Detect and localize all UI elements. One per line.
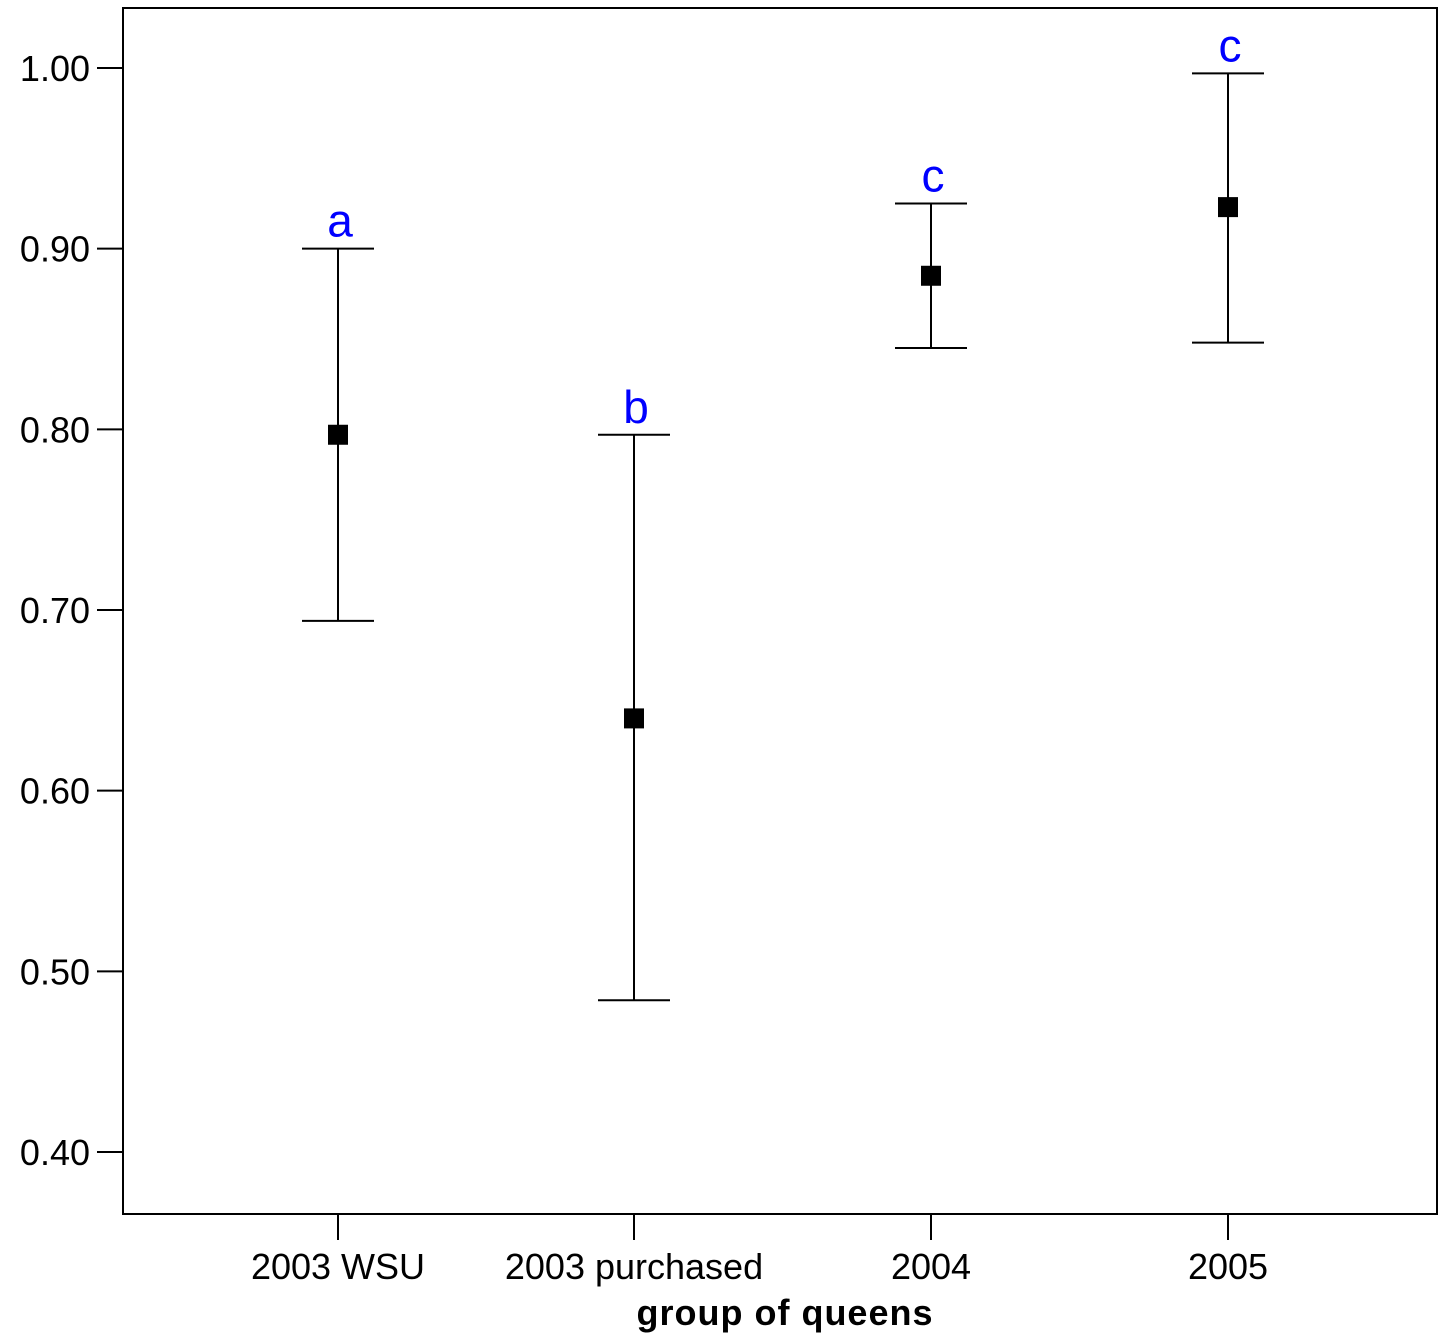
group-letters: a b c c [327,19,1241,432]
group-letter: c [1219,19,1242,71]
group-letter: a [327,195,353,247]
y-tick-label: 0.70 [20,590,90,631]
y-tick-label: 0.90 [20,229,90,270]
x-tick-label: 2004 [891,1246,971,1287]
y-tick-label: 0.60 [20,771,90,812]
x-tick-label: 2005 [1188,1246,1268,1287]
y-axis: 0.40 0.50 0.60 0.70 0.80 0.90 1.00 [20,48,123,1173]
point-marker [1218,197,1238,218]
y-tick-label: 0.40 [20,1132,90,1173]
y-tick-label: 0.50 [20,951,90,992]
plot-frame [122,7,1438,1215]
point-markers [328,197,1238,729]
group-letter: b [623,381,649,433]
group-letter: c [922,150,945,202]
y-tick-label: 1.00 [20,48,90,89]
point-marker [921,265,941,286]
x-axis-title: group of queens [637,1292,934,1333]
x-tick-label: 2003 purchased [505,1246,763,1287]
error-bars [302,72,1264,1002]
y-tick-label: 0.80 [20,409,90,450]
x-axis: 2003 WSU 2003 purchased 2004 2005 [251,1214,1268,1287]
x-tick-label: 2003 WSU [251,1246,425,1287]
point-marker [624,708,644,729]
point-marker [328,424,348,445]
